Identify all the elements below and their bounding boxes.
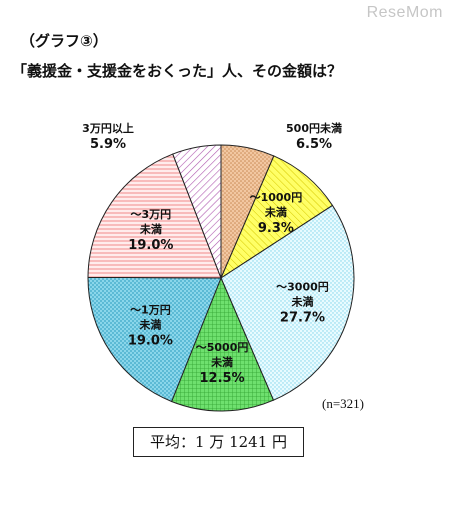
chart-title: 「義援金・支援金をおくった」人、その金額は？: [12, 62, 343, 80]
pie-slice: [172, 144, 222, 279]
slice-label: ～3000円未満 27.7%: [276, 281, 329, 326]
pie-slice: [87, 276, 222, 403]
pie-slice: [170, 276, 275, 412]
graph-number: （グラフ③）: [20, 32, 108, 50]
average-amount-box: 平均：1 万 1241 円: [133, 427, 304, 457]
pie-slice: [87, 153, 222, 279]
pie-slice: [219, 155, 334, 280]
slice-label: 3万円以上 5.9%: [82, 121, 134, 152]
slice-label: 500円未満 6.5%: [286, 121, 342, 152]
watermark: ReseMom: [366, 4, 443, 21]
pie-slice: [220, 204, 355, 401]
slice-label: ～1000円未満 9.3%: [250, 191, 303, 236]
slice-label: ～3万円未満 19.0%: [128, 208, 173, 253]
slice-label: ～1万円未満 19.0%: [128, 304, 173, 349]
slice-label: ～5000円未満 12.5%: [196, 341, 249, 386]
sample-size-note: (n=321): [322, 396, 364, 411]
